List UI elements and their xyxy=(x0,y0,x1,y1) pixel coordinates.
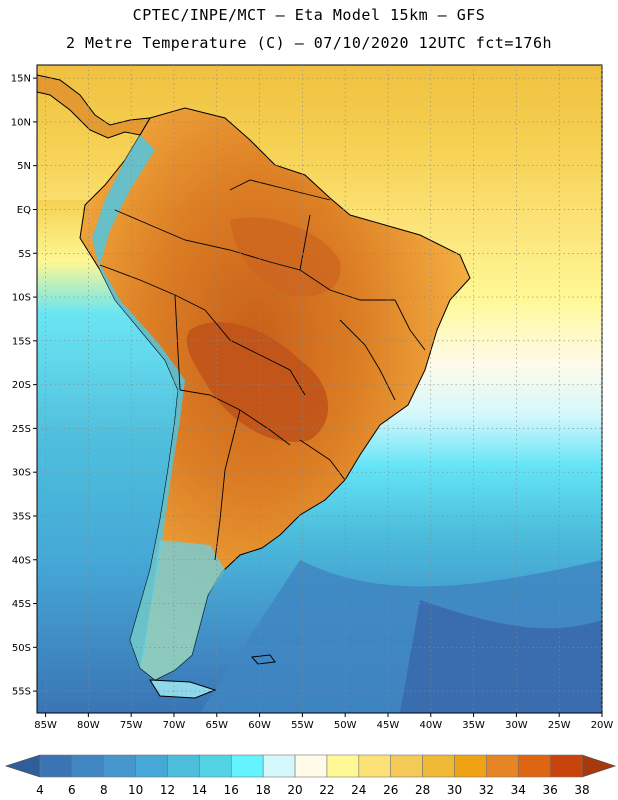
colorbar-segment xyxy=(454,754,487,778)
colorbar-label: 36 xyxy=(542,783,557,797)
falkland-islands xyxy=(251,654,276,665)
longitude-label: 40W xyxy=(419,720,442,731)
colorbar-segment xyxy=(167,754,200,778)
latitude-label: 35S xyxy=(12,511,31,522)
hot-core-region xyxy=(186,321,329,442)
longitude-label: 70W xyxy=(163,720,186,731)
latitude-label: 45S xyxy=(12,599,31,610)
longitude-label: 30W xyxy=(505,720,528,731)
tierra-del-fuego xyxy=(149,679,217,699)
colorbar-segment xyxy=(199,754,232,778)
colorbar-segment xyxy=(517,754,551,778)
colorbar-label: 4 xyxy=(36,783,44,797)
chart-title-line-2: 2 Metre Temperature (C) – 07/10/2020 12U… xyxy=(65,34,553,52)
longitude-label: 25W xyxy=(548,720,571,731)
longitude-label: 80W xyxy=(77,720,100,731)
colorbar-label: 22 xyxy=(319,783,334,797)
patagonia-cool-region xyxy=(140,540,225,680)
colorbar-label: 20 xyxy=(287,783,302,797)
colorbar-segment xyxy=(230,754,264,778)
colorbar-label: 18 xyxy=(256,783,271,797)
latitude-label: 25S xyxy=(12,424,31,435)
colorbar-label: 14 xyxy=(192,783,207,797)
colorbar-label: 12 xyxy=(160,783,175,797)
colorbar-segment xyxy=(103,754,136,778)
latitude-label: 10S xyxy=(12,293,31,304)
longitude-label: 55W xyxy=(291,720,314,731)
latitude-label: 20S xyxy=(12,380,31,391)
longitude-label: 45W xyxy=(377,720,400,731)
colorbar-segment xyxy=(39,754,73,778)
colorbar-segment xyxy=(135,754,168,778)
colorbar-label: 30 xyxy=(447,783,462,797)
colorbar-label: 6 xyxy=(68,783,76,797)
graticule xyxy=(37,65,603,713)
latitude-label: 50S xyxy=(12,643,31,654)
colorbar-label: 38 xyxy=(574,783,589,797)
chart-title-line-1: CPTEC/INPE/MCT – Eta Model 15km – GFS xyxy=(132,6,486,24)
longitude-label: 85W xyxy=(34,720,57,731)
central-america-landmass xyxy=(37,74,151,139)
latitude-label: 5N xyxy=(17,161,31,172)
colorbar-segment xyxy=(549,754,583,778)
colorbar: 4 6 8 10 12 14 16 18 20 22 24 26 28 30 32 34 36 38 xyxy=(4,754,617,797)
country-borders xyxy=(99,179,426,561)
colorbar-label: 32 xyxy=(479,783,494,797)
colorbar-label: 8 xyxy=(100,783,108,797)
latitude-label: 15S xyxy=(12,336,31,347)
longitude-label: 60W xyxy=(248,720,271,731)
latitude-label: 55S xyxy=(12,687,31,698)
temperature-field xyxy=(37,65,602,713)
latitude-label: 40S xyxy=(12,555,31,566)
longitude-label: 50W xyxy=(334,720,357,731)
latitude-label: 10N xyxy=(11,117,31,128)
southern-ocean-coldest-region xyxy=(400,600,602,713)
colorbar-left-arrow xyxy=(4,754,41,778)
latitude-label: 30S xyxy=(12,468,31,479)
latitude-label: 5S xyxy=(18,249,31,260)
amazon-warm-region xyxy=(230,217,341,297)
longitude-label: 65W xyxy=(205,720,228,731)
colorbar-segment xyxy=(71,754,105,778)
colorbar-label: 10 xyxy=(128,783,143,797)
colorbar-label: 16 xyxy=(224,783,239,797)
colorbar-label: 28 xyxy=(415,783,430,797)
colorbar-right-arrow xyxy=(581,754,617,778)
latitude-label: 15N xyxy=(11,74,31,85)
colorbar-segment xyxy=(390,754,423,778)
colorbar-segment xyxy=(422,754,455,778)
colorbar-segment xyxy=(294,754,328,778)
colorbar-label: 26 xyxy=(383,783,398,797)
colorbar-segment xyxy=(262,754,296,778)
colorbar-segment xyxy=(358,754,392,778)
colorbar-segment xyxy=(326,754,360,778)
longitude-label: 35W xyxy=(462,720,485,731)
colorbar-label: 34 xyxy=(511,783,526,797)
latitude-label: EQ xyxy=(17,205,31,216)
colorbar-label: 24 xyxy=(351,783,366,797)
longitude-label: 20W xyxy=(591,720,614,731)
longitude-label: 75W xyxy=(120,720,143,731)
colorbar-segment xyxy=(486,754,519,778)
axis-ticks: 15N 10N 5N EQ 5S 10S 15S 20S 25S 30S 35S 40S 45S 50S 5… xyxy=(11,74,614,731)
andes-cold-ridge xyxy=(92,135,185,668)
